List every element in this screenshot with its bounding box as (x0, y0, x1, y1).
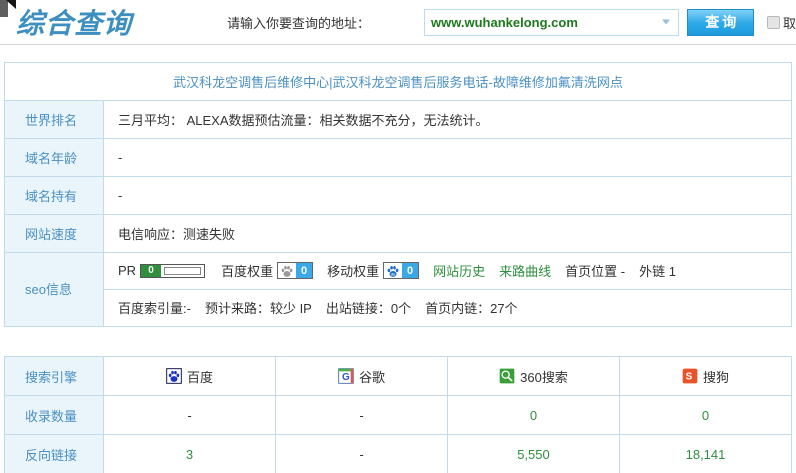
svg-text:S: S (686, 372, 693, 383)
svg-text:du: du (391, 272, 395, 276)
svg-text:G: G (342, 372, 350, 383)
